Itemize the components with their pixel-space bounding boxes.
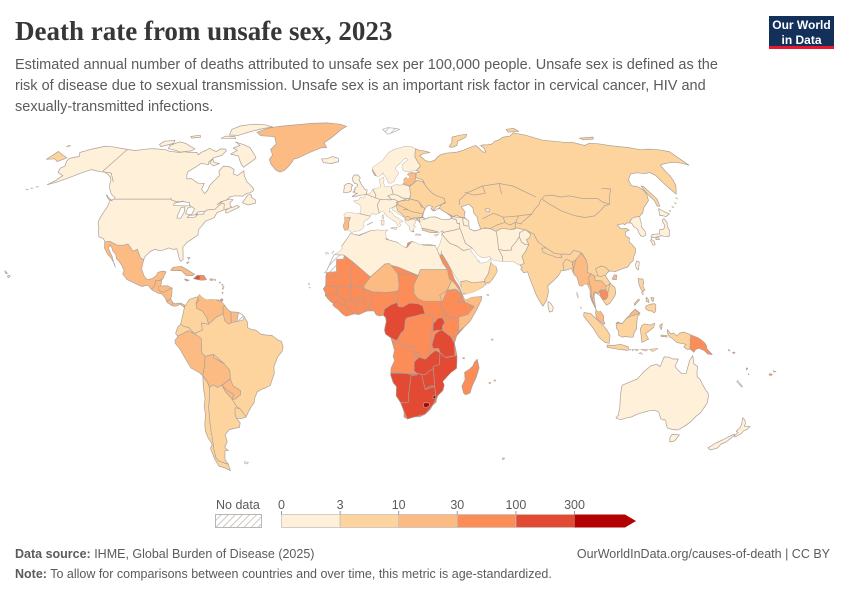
svg-text:30: 30: [450, 498, 464, 512]
svg-text:3: 3: [337, 498, 344, 512]
svg-text:300: 300: [564, 498, 585, 512]
svg-text:100: 100: [505, 498, 526, 512]
svg-text:10: 10: [392, 498, 406, 512]
svg-text:0: 0: [278, 498, 285, 512]
